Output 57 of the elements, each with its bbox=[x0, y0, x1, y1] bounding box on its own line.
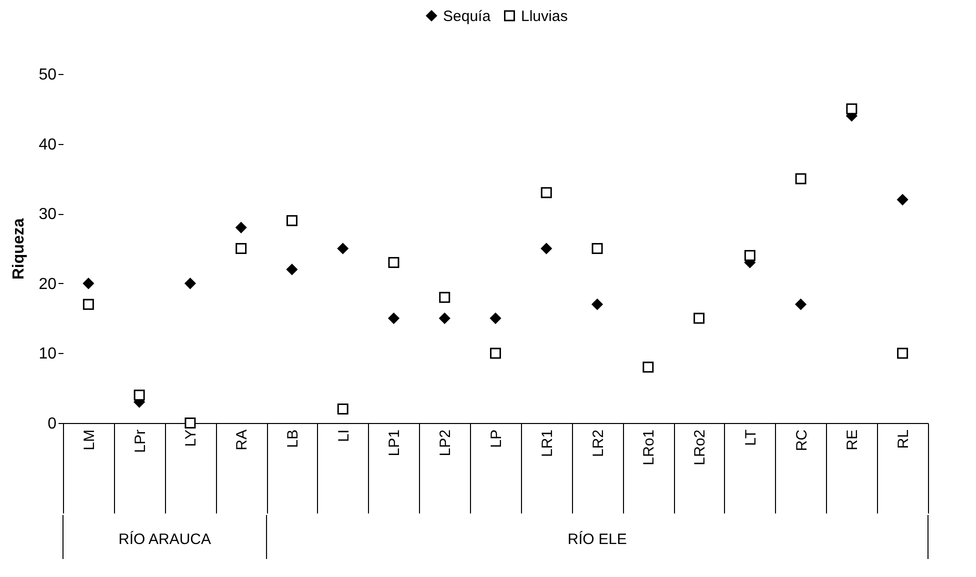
point bbox=[592, 298, 603, 310]
point bbox=[439, 292, 450, 303]
point bbox=[286, 215, 298, 226]
y-tick-label: 40 bbox=[38, 136, 57, 154]
point bbox=[846, 103, 858, 114]
point bbox=[82, 298, 94, 310]
point bbox=[744, 250, 756, 261]
x-tick-label: LI bbox=[335, 430, 352, 442]
point bbox=[388, 256, 400, 268]
x-tick-label: LR2 bbox=[590, 430, 607, 458]
point bbox=[540, 187, 552, 198]
point bbox=[897, 194, 908, 206]
y-tick-label: 50 bbox=[38, 66, 57, 84]
x-tick-label: LPr bbox=[132, 429, 149, 453]
x-tick-label: LM bbox=[80, 430, 98, 450]
point bbox=[337, 243, 348, 254]
y-tick-label: 30 bbox=[38, 206, 57, 224]
point bbox=[694, 312, 705, 324]
point bbox=[439, 312, 450, 324]
x-tick-label: RE bbox=[844, 430, 862, 450]
point bbox=[134, 390, 145, 401]
x-tick-label: LB bbox=[284, 430, 302, 448]
x-tick-label: LR1 bbox=[538, 430, 556, 458]
x-tick-label: RA bbox=[234, 430, 251, 450]
x-tick-label: LP2 bbox=[437, 430, 454, 456]
point bbox=[236, 222, 247, 234]
y-tick-label: 10 bbox=[38, 346, 57, 363]
x-tick-label: LT bbox=[742, 430, 760, 446]
x-tick-label: LP bbox=[488, 430, 505, 448]
point bbox=[795, 173, 806, 184]
x-tick-label: LY bbox=[182, 430, 200, 447]
y-tick-label: 20 bbox=[38, 276, 57, 293]
point bbox=[82, 278, 94, 289]
point bbox=[795, 298, 806, 310]
point bbox=[184, 418, 196, 428]
point bbox=[388, 312, 400, 324]
x-tick-label: LP1 bbox=[386, 430, 404, 456]
legend-label: Lluvias bbox=[521, 8, 568, 25]
x-tick-label: LRo1 bbox=[640, 430, 658, 466]
point bbox=[337, 404, 348, 415]
x-tick-label: RL bbox=[895, 430, 912, 449]
point bbox=[490, 348, 501, 359]
point bbox=[540, 243, 552, 254]
x-tick-label: RC bbox=[793, 429, 810, 452]
point bbox=[286, 264, 298, 275]
x-tick-label: LRo2 bbox=[692, 430, 709, 466]
point bbox=[236, 243, 247, 254]
legend-label: Sequía bbox=[443, 8, 492, 25]
point bbox=[642, 362, 654, 373]
y-axis-title: Riqueza bbox=[10, 218, 28, 280]
point bbox=[184, 278, 196, 289]
text: RÍO ELE bbox=[568, 530, 627, 548]
y-tick-label: 0 bbox=[48, 416, 57, 432]
point bbox=[592, 243, 603, 254]
point bbox=[490, 312, 501, 324]
point bbox=[897, 348, 908, 359]
text: RÍO ARAUCA bbox=[118, 530, 212, 548]
